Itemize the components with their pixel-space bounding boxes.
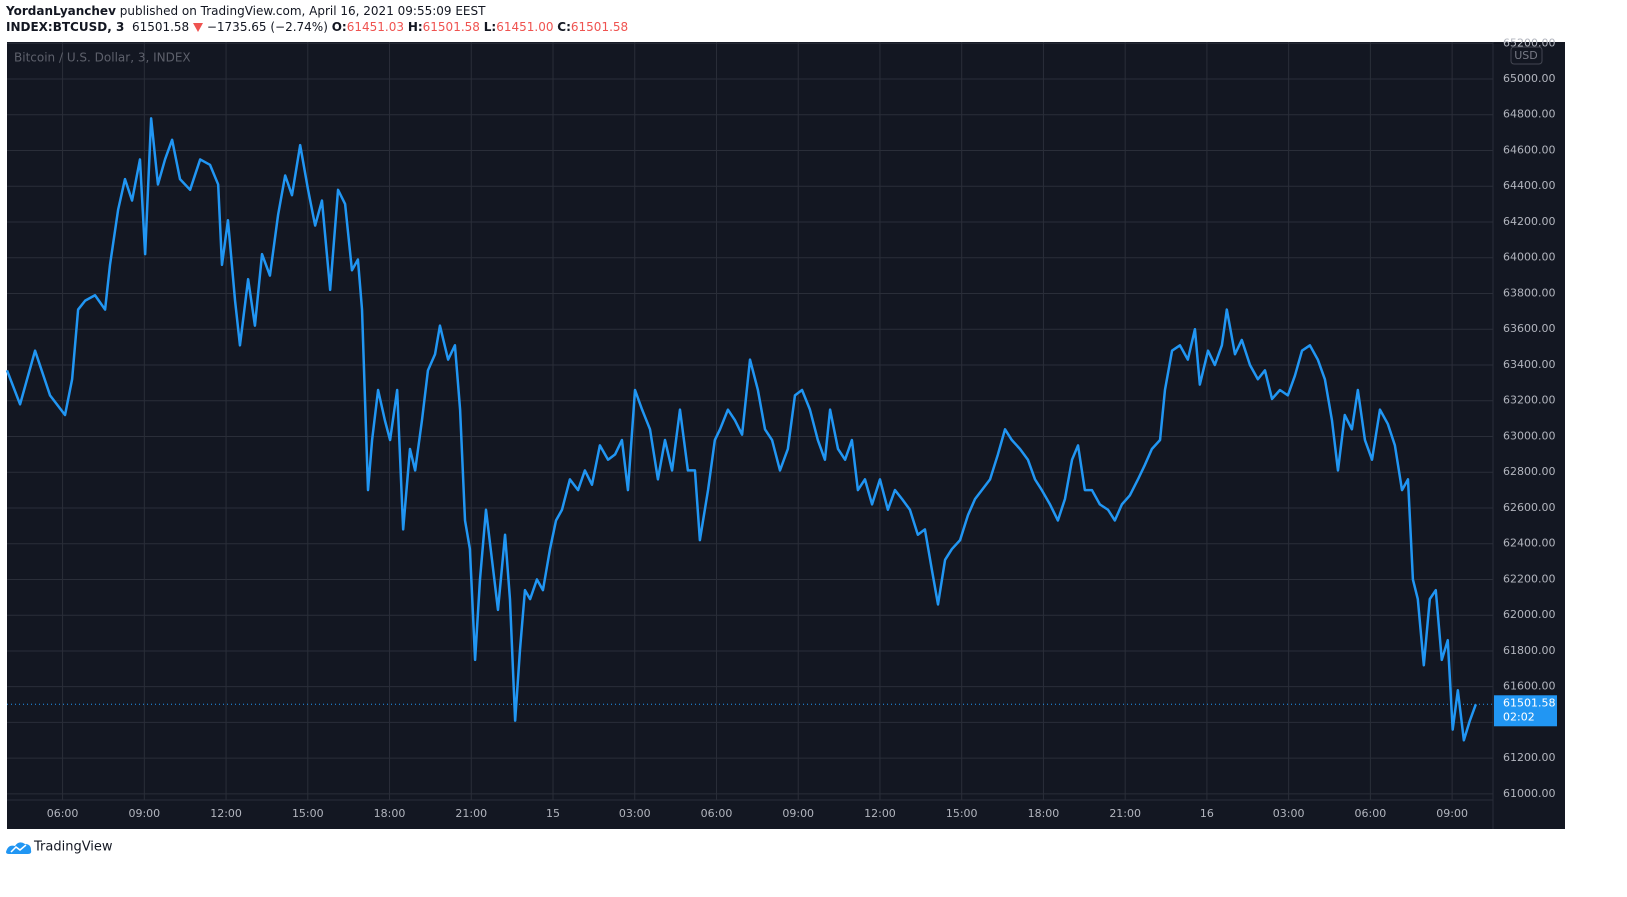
x-tick-label: 21:00 <box>455 807 487 820</box>
x-tick-label: 15:00 <box>946 807 978 820</box>
x-tick-label: 15 <box>546 807 560 820</box>
l: 61451.00 <box>496 20 554 34</box>
grid <box>7 42 1493 800</box>
last: 61501.58 <box>131 20 190 34</box>
y-tick-label: 61000.00 <box>1503 787 1556 800</box>
y-tick-label: 64000.00 <box>1503 251 1556 264</box>
x-tick-label: 12:00 <box>210 807 242 820</box>
brand-logo <box>6 842 32 854</box>
currency-box <box>1510 46 1543 65</box>
header: YordanLyanchev published on TradingView.… <box>6 3 628 35</box>
y-tick-label: 64200.00 <box>1503 215 1556 228</box>
x-tick-label: 18:00 <box>1028 807 1060 820</box>
y-tick-label: 62600.00 <box>1503 501 1556 514</box>
h: 61501.58 <box>422 20 480 34</box>
x-tick-label: 06:00 <box>47 807 79 820</box>
x-tick-label: 06:00 <box>1355 807 1387 820</box>
last-price-box <box>1494 695 1557 727</box>
author: YordanLyanchev <box>6 4 116 18</box>
publish-line: YordanLyanchev published on TradingView.… <box>6 3 628 19</box>
down-arrow <box>193 23 204 32</box>
legend: Bitcoin / U.S. Dollar, 3, INDEX <box>14 51 191 65</box>
y-tick-label: 62200.00 <box>1503 572 1556 585</box>
x-tick-label: 09:00 <box>128 807 160 820</box>
quote-line: INDEX:BTCUSD, 3 61501.58 −1735.65 (−2.74… <box>6 19 628 35</box>
y-tick-label: 65000.00 <box>1503 72 1556 85</box>
y-tick-label: 61800.00 <box>1503 644 1556 657</box>
y-tick-label: 61200.00 <box>1503 751 1556 764</box>
chart-background <box>7 42 1565 829</box>
c-label: C: <box>557 20 571 34</box>
x-tick-label: 18:00 <box>374 807 406 820</box>
y-tick-label: 63200.00 <box>1503 394 1556 407</box>
plot <box>5 117 1493 742</box>
symbol: INDEX:BTCUSD, 3 <box>6 20 125 34</box>
price-line <box>5 117 1478 742</box>
y-tick-label: 64800.00 <box>1503 108 1556 121</box>
y-tick-label: 61600.00 <box>1503 680 1556 693</box>
y-tick-label: 63400.00 <box>1503 358 1556 371</box>
x-tick-label: 15:00 <box>292 807 324 820</box>
o: 61451.03 <box>346 20 404 34</box>
y-tick-label: 63800.00 <box>1503 286 1556 299</box>
y-tick-label: 62800.00 <box>1503 465 1556 478</box>
h-label: H: <box>407 20 423 34</box>
y-tick-label: 64600.00 <box>1503 143 1556 156</box>
change: −1735.65 (−2.74%) <box>206 20 328 34</box>
x-tick-label: 16 <box>1200 807 1214 820</box>
y-tick-label: 63000.00 <box>1503 429 1556 442</box>
published: published on TradingView.com, April 16, … <box>119 4 486 18</box>
y-tick-label: 62400.00 <box>1503 537 1556 550</box>
x-tick-label: 03:00 <box>1273 807 1305 820</box>
x-tick-label: 12:00 <box>864 807 896 820</box>
x-tick-label: 09:00 <box>782 807 814 820</box>
y-tick-label: 62000.00 <box>1503 608 1556 621</box>
y-tick-label: 65200.00 <box>1503 36 1556 49</box>
l-label: L: <box>483 20 497 34</box>
x-tick-label: 21:00 <box>1109 807 1141 820</box>
brand: TradingView <box>33 840 113 855</box>
y-tick-label: 63600.00 <box>1503 322 1556 335</box>
x-tick-label: 03:00 <box>619 807 651 820</box>
last-price-label: 61501.58 <box>1503 696 1556 709</box>
y-tick-label: 64400.00 <box>1503 179 1556 192</box>
o-label: O: <box>331 20 347 34</box>
x-tick-label: 06:00 <box>701 807 733 820</box>
countdown: 02:02 <box>1503 710 1535 723</box>
currency: USD <box>1514 49 1538 62</box>
c: 61501.58 <box>570 20 629 34</box>
x-tick-label: 09:00 <box>1436 807 1468 820</box>
